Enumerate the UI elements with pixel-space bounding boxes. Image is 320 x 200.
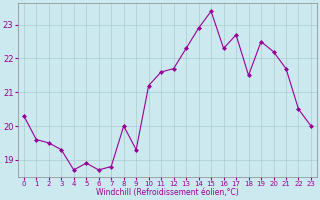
X-axis label: Windchill (Refroidissement éolien,°C): Windchill (Refroidissement éolien,°C) (96, 188, 239, 197)
